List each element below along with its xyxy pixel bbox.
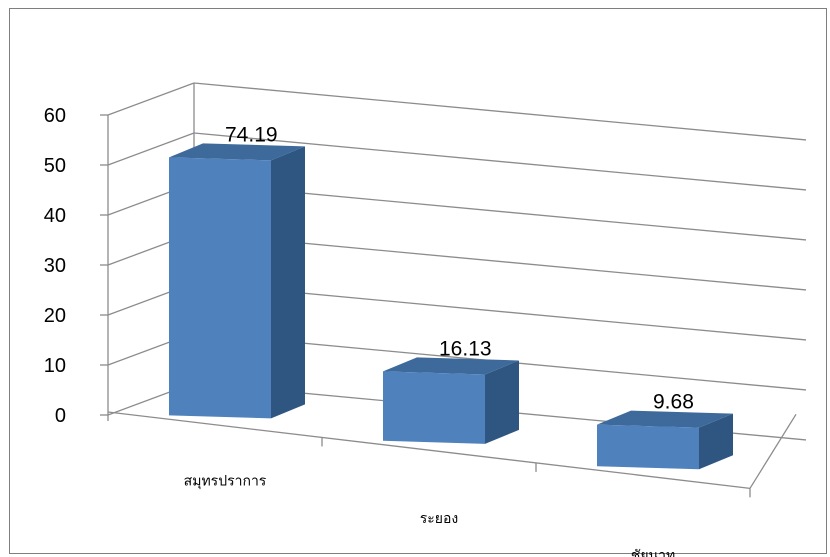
left-wall-gridline [107, 82, 195, 116]
bar [597, 424, 699, 470]
gridline [193, 132, 807, 191]
x-axis-line [107, 411, 751, 489]
bar-top [169, 143, 305, 161]
text-layer: 0 10 20 30 40 50 60 74.19 สมุทรปราการ 16.13 ระยอง 9… [44, 105, 694, 557]
data-label: 74.19 [225, 123, 278, 146]
gridline [193, 82, 807, 141]
bars-layer [169, 143, 733, 470]
x-category-label: ชัยนาท [631, 548, 675, 557]
y-tick-label: 50 [44, 155, 66, 177]
y-tick-label: 30 [44, 255, 66, 277]
bar-top [597, 410, 733, 428]
bar [169, 157, 271, 419]
floor-right-edge [749, 413, 797, 489]
y-tick-label: 60 [44, 105, 66, 127]
bar [383, 371, 485, 444]
x-category-label: สมุทรปราการ [184, 473, 267, 489]
y-tick-label: 20 [44, 305, 66, 327]
y-tick-label: 40 [44, 205, 66, 227]
x-category-label: ระยอง [420, 511, 459, 527]
data-label: 16.13 [439, 337, 492, 360]
y-tick-label: 0 [55, 405, 66, 427]
bar-side [699, 413, 733, 470]
bar-side [271, 146, 305, 419]
bar-side [485, 360, 519, 444]
bar-top [383, 357, 519, 375]
data-label: 9.68 [653, 391, 694, 414]
left-wall-gridline [107, 132, 195, 166]
y-tick-label: 10 [44, 355, 66, 377]
